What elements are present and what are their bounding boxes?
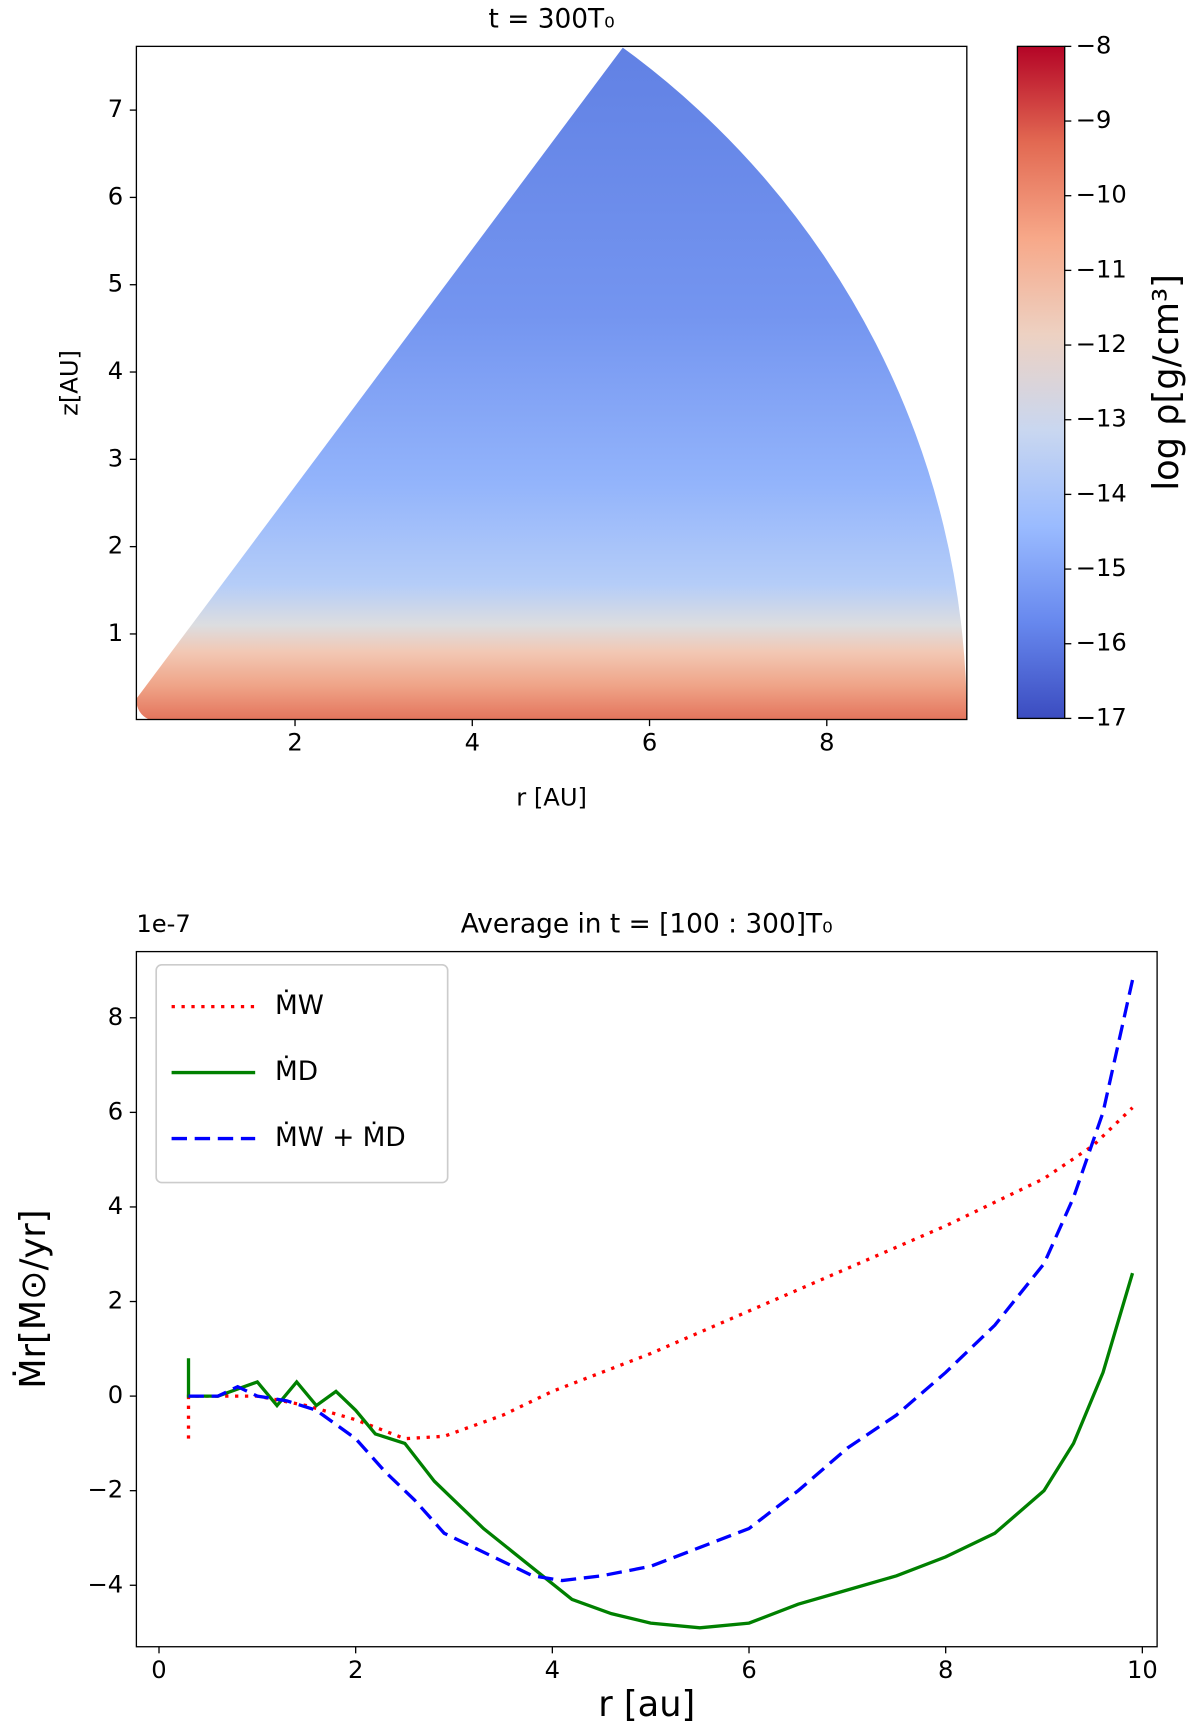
- colorbar-tick-label: −17: [1076, 703, 1127, 731]
- x-tick-label: 8: [938, 1656, 953, 1684]
- legend-box: [155, 963, 449, 1184]
- colorbar-tick-label: −13: [1076, 405, 1127, 433]
- y-tick-label: 0: [108, 1381, 123, 1409]
- legend-label: ṀW + ṀD: [275, 1121, 406, 1153]
- x-axis-label: r [au]: [598, 1684, 695, 1725]
- x-tick-label: 4: [545, 1656, 560, 1684]
- density-wedge: [136, 47, 967, 720]
- plot-frame: [135, 45, 968, 721]
- x-tick-label: 0: [151, 1656, 166, 1684]
- chart-title: Average in t = [100 : 300]T₀: [461, 910, 833, 940]
- x-tick-label: 2: [287, 729, 302, 757]
- x-tick-label: 6: [741, 1656, 756, 1684]
- y-axis-label: z[AU]: [55, 350, 83, 416]
- colorbar-tick-label: −10: [1076, 181, 1127, 209]
- y-tick-label: −4: [88, 1570, 124, 1598]
- x-axis-label: r [AU]: [516, 784, 587, 812]
- line-series: [186, 1272, 1135, 1630]
- y-tick-label: −2: [88, 1476, 124, 1504]
- y-tick-label: 6: [108, 182, 123, 210]
- colorbar-tick-label: −16: [1076, 629, 1127, 657]
- legend-label: ṀD: [275, 1055, 318, 1087]
- offset-label: 1e-7: [136, 910, 190, 938]
- x-tick-label: 2: [348, 1656, 363, 1684]
- legend-label: ṀW: [275, 989, 324, 1021]
- colorbar-label: log ρ[g/cm³]: [1146, 274, 1187, 491]
- x-tick-label: 10: [1127, 1656, 1158, 1684]
- colorbar-tick-label: −15: [1076, 554, 1127, 582]
- y-axis-label: Ṁr[M⊙/yr]: [12, 1210, 54, 1389]
- colorbar-tick-label: −11: [1076, 255, 1127, 283]
- y-tick-label: 3: [108, 444, 123, 472]
- chart-title: t = 300T₀: [488, 4, 614, 34]
- y-tick-label: 2: [108, 532, 123, 560]
- y-tick-label: 5: [108, 270, 123, 298]
- y-tick-label: 4: [108, 1192, 123, 1220]
- y-tick-label: 2: [108, 1287, 123, 1315]
- colorbar-tick-label: −9: [1076, 106, 1112, 134]
- y-tick-label: 8: [108, 1003, 123, 1031]
- y-tick-label: 6: [108, 1097, 123, 1125]
- y-tick-label: 7: [108, 95, 123, 123]
- plot-frame: [135, 950, 1158, 1648]
- colorbar-tick-label: −8: [1076, 31, 1112, 59]
- colorbar: [1016, 45, 1066, 720]
- line-series: [188, 979, 1135, 1583]
- line-series: [186, 1106, 1134, 1441]
- x-tick-label: 6: [642, 729, 657, 757]
- x-tick-label: 4: [465, 729, 480, 757]
- y-tick-label: 1: [108, 619, 123, 647]
- x-tick-label: 8: [819, 729, 834, 757]
- colorbar-tick-label: −12: [1076, 330, 1127, 358]
- y-tick-label: 4: [108, 357, 123, 385]
- colorbar-tick-label: −14: [1076, 479, 1127, 507]
